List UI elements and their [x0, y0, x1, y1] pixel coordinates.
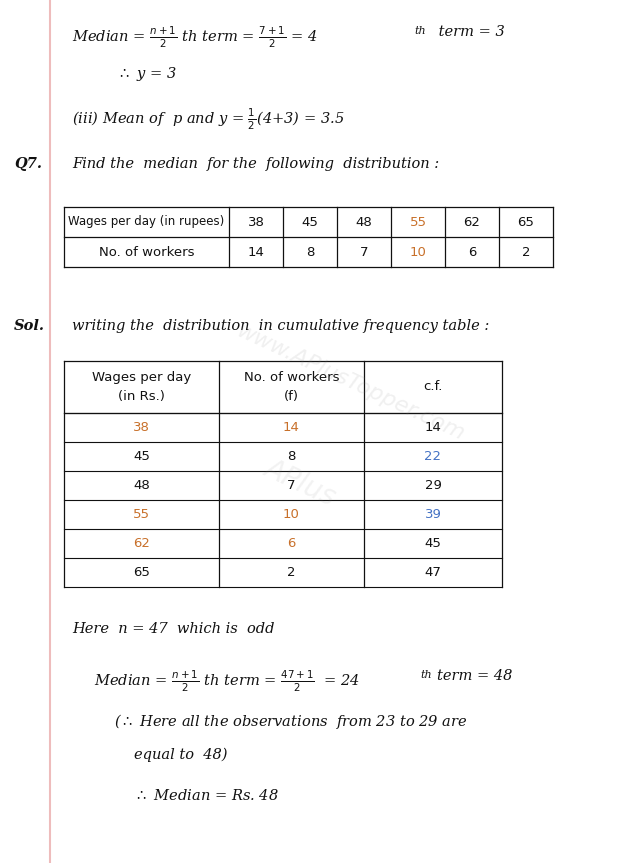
Text: 29: 29: [424, 479, 441, 492]
Text: equal to  48): equal to 48): [134, 748, 227, 762]
Text: Here  n = 47  which is  odd: Here n = 47 which is odd: [72, 622, 274, 636]
Text: 6: 6: [468, 245, 476, 259]
Text: No. of workers
(f): No. of workers (f): [243, 371, 339, 403]
Text: 14: 14: [424, 421, 441, 434]
Text: 55: 55: [133, 508, 150, 521]
Text: c.f.: c.f.: [423, 381, 442, 394]
Text: $\therefore$ Median = Rs. 48: $\therefore$ Median = Rs. 48: [134, 788, 279, 803]
Text: APlus: APlus: [260, 454, 340, 512]
Text: 10: 10: [283, 508, 300, 521]
Text: 8: 8: [306, 245, 314, 259]
Text: 62: 62: [133, 537, 150, 550]
Text: 38: 38: [247, 216, 265, 229]
Text: 8: 8: [287, 450, 296, 463]
Text: Wages per day (in rupees): Wages per day (in rupees): [68, 216, 225, 229]
Text: 62: 62: [464, 216, 480, 229]
Text: 14: 14: [283, 421, 300, 434]
Text: Median = $\frac{n+1}{2}$ th term = $\frac{47+1}{2}$  = 24: Median = $\frac{n+1}{2}$ th term = $\fra…: [94, 669, 360, 695]
Text: No. of workers: No. of workers: [99, 245, 194, 259]
Text: Find the  median  for the  following  distribution :: Find the median for the following distri…: [72, 157, 439, 171]
Text: 48: 48: [355, 216, 372, 229]
Text: 55: 55: [410, 216, 426, 229]
Text: 65: 65: [518, 216, 535, 229]
Text: 10: 10: [410, 245, 426, 259]
Text: writing the  distribution  in cumulative frequency table :: writing the distribution in cumulative f…: [72, 319, 489, 333]
Text: Q7.: Q7.: [14, 157, 42, 171]
Text: th: th: [414, 26, 426, 36]
Text: 47: 47: [424, 566, 441, 579]
Text: 65: 65: [133, 566, 150, 579]
Text: 45: 45: [301, 216, 318, 229]
Text: 38: 38: [133, 421, 150, 434]
Text: $\therefore$ y = 3: $\therefore$ y = 3: [117, 65, 177, 83]
Text: 45: 45: [424, 537, 441, 550]
Text: www.APlusTopper.com: www.APlusTopper.com: [233, 321, 467, 444]
Text: term = 3: term = 3: [434, 25, 505, 39]
Text: (iii) Mean of  p and y = $\frac{1}{2}$(4+3) = 3.5: (iii) Mean of p and y = $\frac{1}{2}$(4+…: [72, 107, 345, 132]
Text: 14: 14: [247, 245, 265, 259]
Text: Median = $\frac{n+1}{2}$ th term = $\frac{7+1}{2}$ = 4: Median = $\frac{n+1}{2}$ th term = $\fra…: [72, 25, 317, 50]
Text: 2: 2: [287, 566, 296, 579]
Text: 48: 48: [133, 479, 150, 492]
Text: 22: 22: [424, 450, 442, 463]
Text: 6: 6: [287, 537, 296, 550]
Text: 7: 7: [287, 479, 296, 492]
Text: 45: 45: [133, 450, 150, 463]
Text: 2: 2: [522, 245, 530, 259]
Text: Sol.: Sol.: [14, 319, 45, 333]
Text: ($\therefore$ Here all the observations  from 23 to 29 are: ($\therefore$ Here all the observations …: [114, 712, 468, 731]
Text: term = 48: term = 48: [437, 669, 513, 683]
Text: Wages per day
(in Rs.): Wages per day (in Rs.): [92, 371, 191, 403]
Text: 39: 39: [424, 508, 441, 521]
Text: th: th: [420, 670, 431, 680]
Text: 7: 7: [360, 245, 368, 259]
